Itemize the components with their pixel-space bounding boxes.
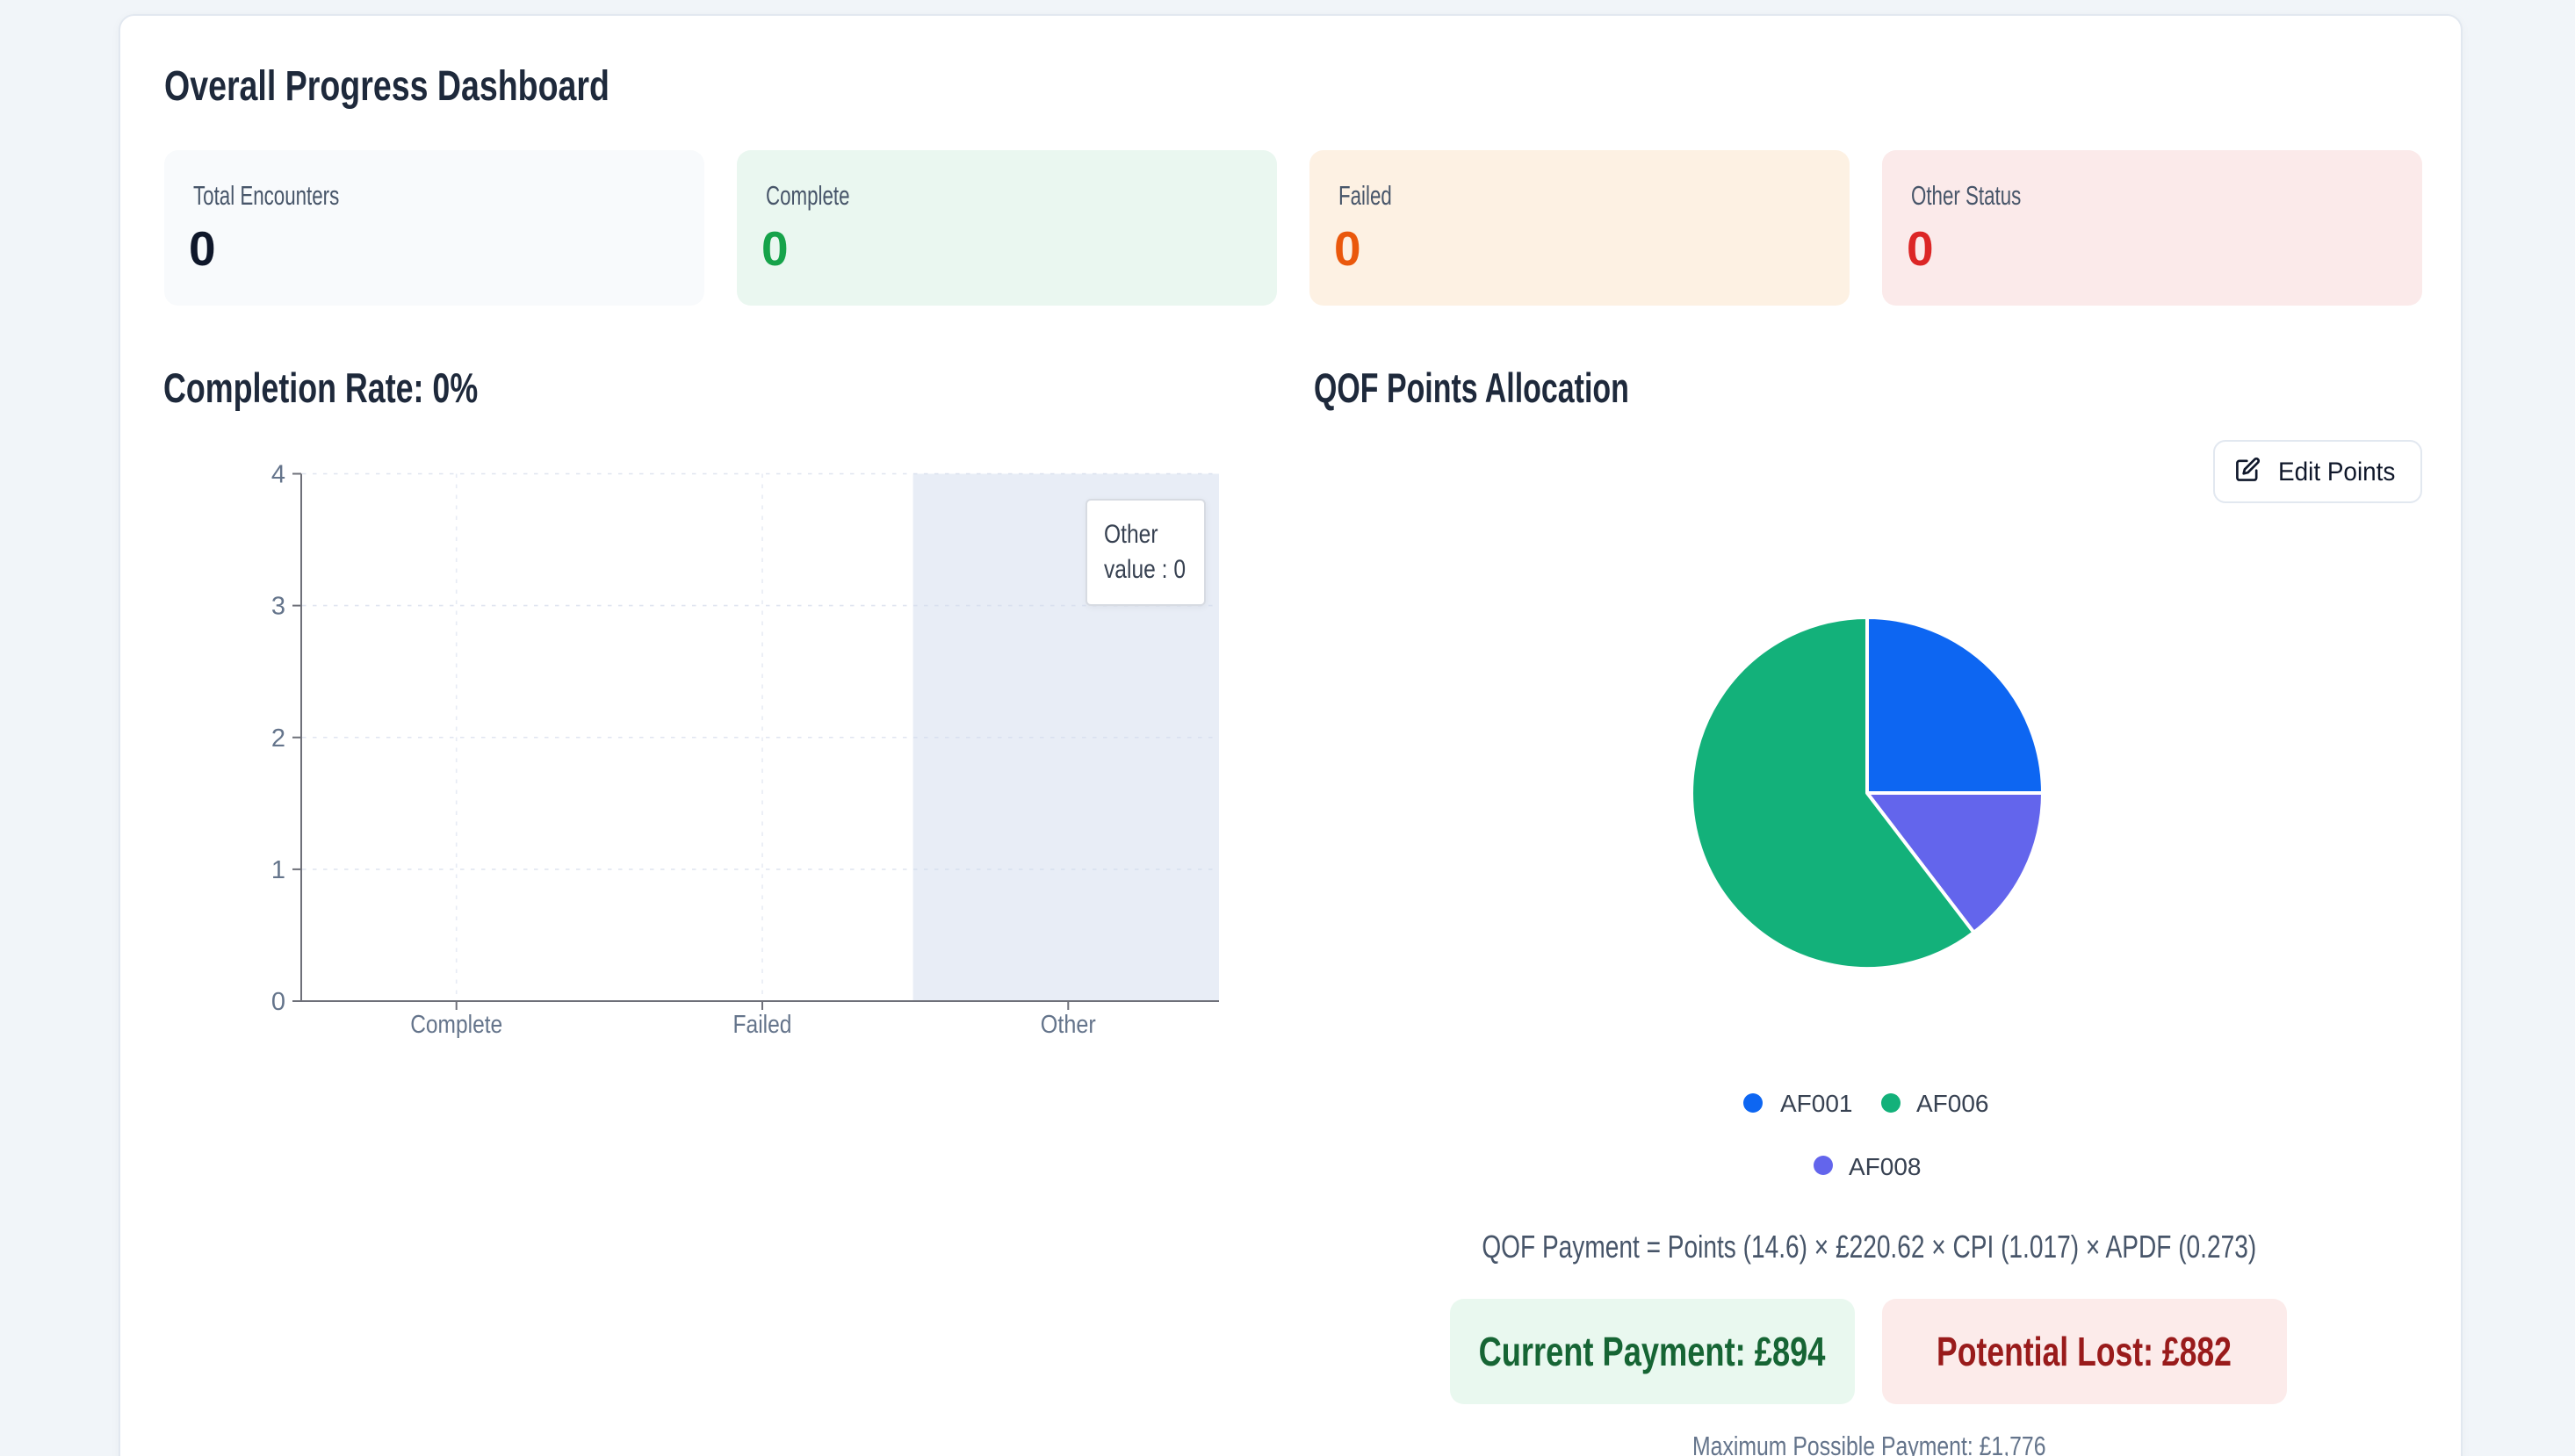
svg-text:Complete: Complete	[410, 1011, 502, 1039]
svg-text:3: 3	[271, 593, 285, 621]
svg-text:1: 1	[271, 856, 285, 884]
svg-text:0: 0	[271, 988, 285, 1016]
svg-text:4: 4	[271, 461, 285, 489]
svg-text:2: 2	[271, 724, 285, 753]
svg-text:Other: Other	[1041, 1011, 1096, 1039]
svg-text:Failed: Failed	[733, 1011, 792, 1039]
